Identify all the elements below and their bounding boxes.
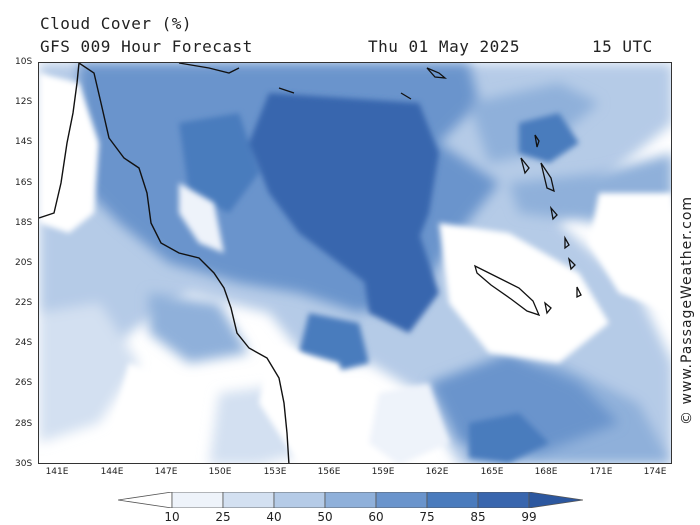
map-canvas (39, 63, 671, 463)
colorbar-segment-low (118, 492, 173, 508)
colorbar-label-25: 25 (215, 510, 231, 524)
colorbar-segment-60-75 (375, 492, 428, 508)
clear-sky-patches (39, 73, 671, 463)
colorbar-segment-85-99 (477, 492, 530, 508)
lat-label-10s: 10S (15, 57, 33, 67)
colorbar-label-10: 10 (164, 510, 180, 524)
colorbar-label-99: 99 (521, 510, 537, 524)
cloud-cover-map (38, 62, 672, 464)
lon-label-156e: 156E (317, 467, 341, 477)
coastline-vanuatu (520, 134, 582, 299)
lon-label-174e: 174E (643, 467, 667, 477)
lat-label-24s: 24S (15, 338, 33, 348)
lon-label-165e: 165E (480, 467, 504, 477)
lon-label-141e: 141E (45, 467, 69, 477)
lon-label-150e: 150E (208, 467, 232, 477)
forecast-subtitle: GFS 009 Hour Forecast (40, 37, 253, 56)
colorbar-label-60: 60 (368, 510, 384, 524)
lon-label-144e: 144E (100, 467, 124, 477)
lon-label-162e: 162E (425, 467, 449, 477)
colorbar-segment-25-40 (222, 492, 275, 508)
colorbar-segment-10-25 (171, 492, 224, 508)
lat-label-26s: 26S (15, 378, 33, 388)
map-title: Cloud Cover (%) (40, 14, 192, 33)
coastline-australia (39, 63, 290, 463)
lat-label-28s: 28S (15, 419, 33, 429)
forecast-date: Thu 01 May 2025 (368, 37, 520, 56)
coastline-solomon-islands (178, 63, 552, 315)
lon-label-171e: 171E (589, 467, 613, 477)
lon-label-147e: 147E (154, 467, 178, 477)
colorbar-label-50: 50 (317, 510, 333, 524)
site-watermark: © www.PassageWeather.com (679, 195, 695, 425)
colorbar-label-40: 40 (266, 510, 282, 524)
colorbar-label-75: 75 (419, 510, 435, 524)
lat-label-12s: 12S (15, 97, 33, 107)
colorbar-segment-75-85 (426, 492, 479, 508)
lat-label-18s: 18S (15, 218, 33, 228)
forecast-time: 15 UTC (592, 37, 653, 56)
colorbar-label-85: 85 (470, 510, 486, 524)
lon-label-159e: 159E (371, 467, 395, 477)
colorbar-segment-50-60 (324, 492, 377, 508)
lat-label-14s: 14S (15, 137, 33, 147)
cloud-layer-dense (179, 93, 579, 463)
coastline-new-caledonia (473, 264, 541, 317)
colorbar-legend (118, 492, 583, 508)
lat-label-30s: 30S (15, 459, 33, 469)
lat-label-16s: 16S (15, 178, 33, 188)
colorbar-segment-high (528, 492, 583, 508)
colorbar-segment-40-50 (273, 492, 326, 508)
lon-label-168e: 168E (534, 467, 558, 477)
lat-label-20s: 20S (15, 258, 33, 268)
lon-label-153e: 153E (263, 467, 287, 477)
lat-label-22s: 22S (15, 298, 33, 308)
